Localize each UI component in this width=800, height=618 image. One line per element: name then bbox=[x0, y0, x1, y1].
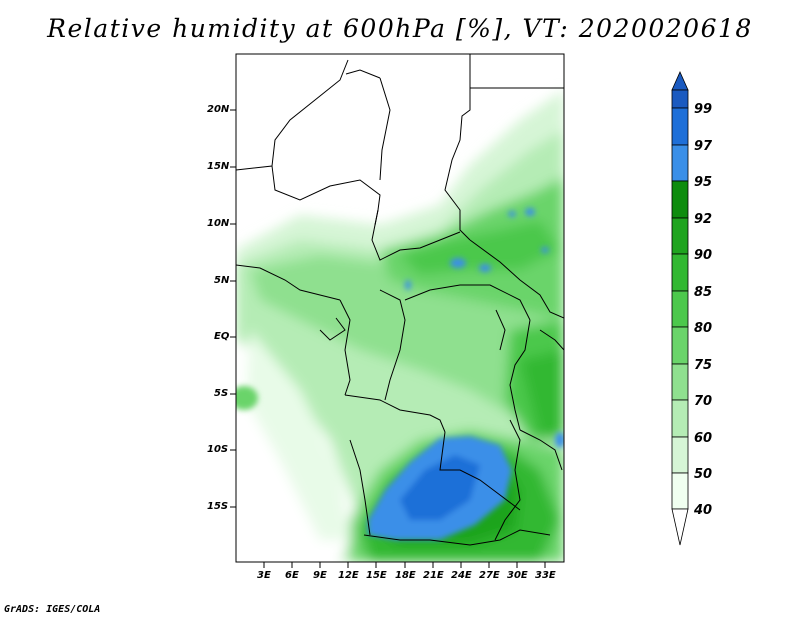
lon-ticks bbox=[263, 562, 546, 568]
colorbar-label: 92 bbox=[694, 212, 713, 227]
colorbar-label: 97 bbox=[694, 139, 713, 154]
lon-label: 33E bbox=[535, 570, 556, 581]
lon-label: 30E bbox=[507, 570, 528, 581]
country-borders bbox=[236, 54, 564, 546]
colorbar-label: 85 bbox=[694, 285, 713, 300]
colorbar-label: 99 bbox=[694, 102, 713, 117]
lon-label: 15E bbox=[366, 570, 387, 581]
lat-label: 5N bbox=[214, 275, 230, 286]
lon-label: 6E bbox=[285, 570, 299, 581]
lat-label: EQ bbox=[214, 331, 230, 342]
colorbar-label: 75 bbox=[694, 358, 713, 373]
colorbar bbox=[671, 71, 689, 546]
lon-label: 9E bbox=[313, 570, 327, 581]
lon-label: 24E bbox=[451, 570, 472, 581]
colorbar-label: 60 bbox=[694, 431, 713, 446]
colorbar-label: 90 bbox=[694, 248, 713, 263]
colorbar-label: 80 bbox=[694, 321, 713, 336]
lat-label: 20N bbox=[207, 104, 230, 115]
lat-label: 10N bbox=[207, 218, 230, 229]
lon-label: 18E bbox=[395, 570, 416, 581]
lon-label: 3E bbox=[257, 570, 271, 581]
lat-ticks bbox=[230, 109, 236, 508]
lon-label: 21E bbox=[423, 570, 444, 581]
map-title: Relative humidity at 600hPa [%], VT: 202… bbox=[47, 14, 753, 43]
footer-credit: GrADS: IGES/COLA bbox=[4, 604, 101, 615]
lon-label: 27E bbox=[479, 570, 500, 581]
lat-label: 5S bbox=[214, 388, 229, 399]
map-frame bbox=[235, 53, 565, 563]
colorbar-label: 70 bbox=[694, 394, 713, 409]
colorbar-label: 95 bbox=[694, 175, 713, 190]
colorbar-label: 50 bbox=[694, 467, 713, 482]
lat-label: 15S bbox=[207, 501, 229, 512]
lat-label: 10S bbox=[207, 444, 229, 455]
lon-label: 12E bbox=[338, 570, 359, 581]
lat-label: 15N bbox=[207, 161, 230, 172]
colorbar-label: 40 bbox=[694, 503, 713, 518]
humidity-field bbox=[236, 54, 564, 562]
